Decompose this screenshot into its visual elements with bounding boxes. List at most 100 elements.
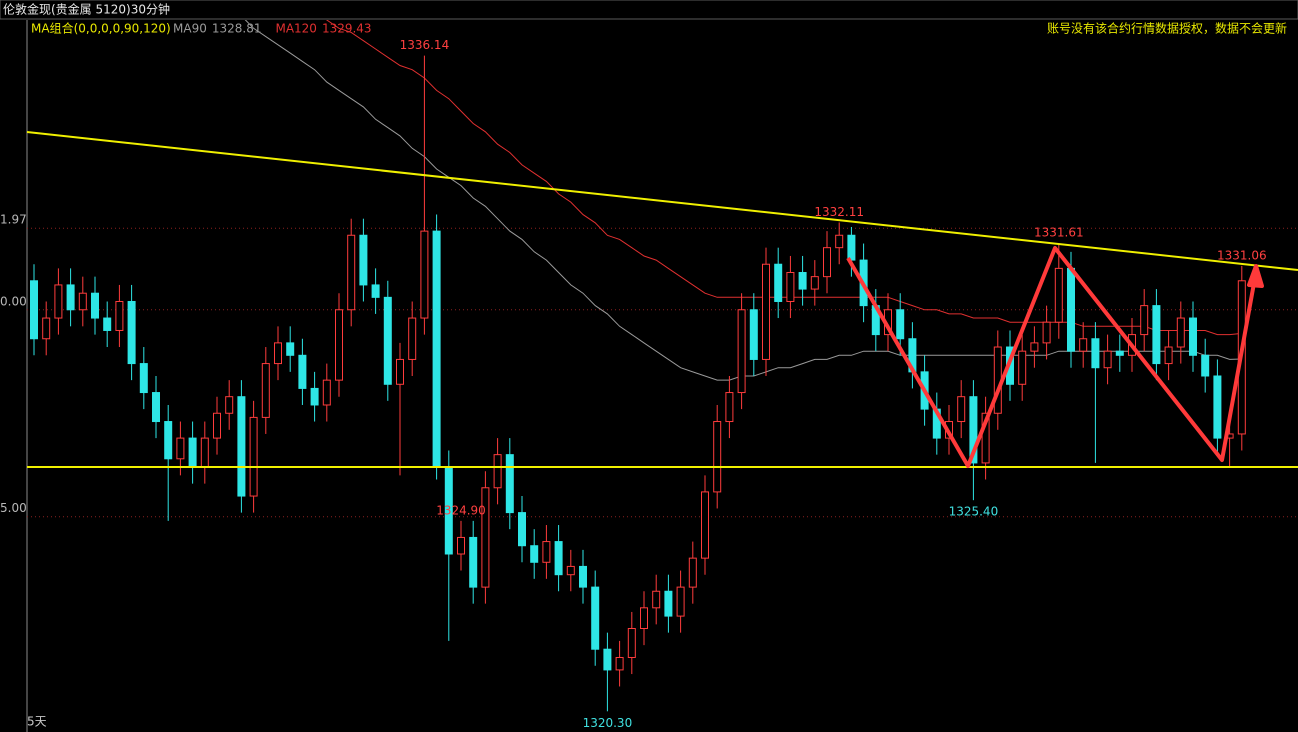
candle-body — [701, 491, 709, 559]
candle-body — [713, 421, 722, 493]
candle-body — [420, 230, 429, 319]
candle-body — [1067, 267, 1075, 352]
y-tick-label: 5.00 — [0, 501, 27, 515]
candle-body — [200, 437, 209, 468]
candle-body — [505, 454, 514, 514]
candle-body — [225, 396, 234, 414]
candle-body — [530, 545, 539, 563]
candle-body — [249, 416, 258, 497]
candle-body — [603, 648, 612, 671]
ma-line — [244, 20, 1242, 381]
wave-path — [846, 246, 1258, 468]
candle-body — [591, 586, 600, 650]
candle-body — [957, 396, 966, 423]
candle-body — [1201, 354, 1210, 377]
candle-body — [261, 363, 270, 418]
candle-body — [542, 541, 551, 563]
price-annotation: 1325.40 — [949, 505, 999, 519]
candle-body — [1115, 350, 1124, 356]
candle-body — [115, 300, 124, 331]
candle-body — [1103, 350, 1112, 369]
candle-body — [66, 284, 75, 311]
candle-body — [1042, 321, 1051, 344]
price-annotation: 1336.14 — [400, 38, 450, 52]
candle-body — [42, 317, 51, 340]
candle-body — [30, 280, 38, 340]
candle-body — [481, 487, 490, 588]
candle-body — [1213, 375, 1222, 439]
candle-body — [615, 656, 624, 671]
candle-body — [164, 421, 173, 460]
candle-body — [749, 309, 758, 360]
candle-body — [237, 396, 246, 497]
candle-body — [640, 607, 648, 630]
chart-title: 伦敦金现(贵金属 5120)30分钟 — [3, 2, 170, 17]
price-annotation: 1331.61 — [1034, 226, 1084, 240]
candle-body — [725, 392, 734, 423]
candle-body — [359, 234, 368, 286]
candle-body — [127, 300, 136, 365]
candle-body — [1018, 350, 1027, 385]
candle-body — [457, 536, 465, 555]
candle-body — [286, 342, 295, 356]
legend-value: 1328.81 — [212, 22, 262, 36]
candle-body — [335, 309, 343, 381]
price-annotation: 1332.11 — [814, 205, 864, 219]
candle-body — [432, 230, 441, 468]
legend-name: MA120 — [275, 22, 316, 36]
price-annotation: 1324.90 — [436, 503, 486, 517]
candle-body — [1030, 342, 1039, 352]
candle-body — [579, 565, 587, 588]
notice: 账号没有该合约行情数据授权，数据不会更新 — [1047, 21, 1287, 36]
candle-body — [383, 296, 392, 385]
arrow-head — [1247, 264, 1264, 288]
candle-body — [664, 590, 673, 617]
candle-body — [78, 292, 87, 311]
candle-body — [835, 234, 844, 249]
candle-body — [823, 247, 831, 278]
candle-body — [1189, 317, 1197, 356]
candle-body — [408, 317, 417, 360]
legend-value: 1329.43 — [322, 22, 372, 36]
candle-body — [1140, 305, 1149, 336]
candle-body — [176, 437, 185, 460]
candle-body — [518, 512, 526, 547]
candle-body — [91, 292, 99, 319]
candle-body — [786, 272, 795, 302]
candle-body — [139, 363, 148, 394]
candle-body — [762, 263, 770, 360]
candle-body — [213, 412, 221, 439]
candle-body — [774, 263, 783, 302]
trend-line — [26, 131, 1298, 271]
wave-arrows — [846, 246, 1264, 468]
candle-body — [1176, 317, 1185, 348]
candle-body — [737, 309, 746, 394]
candle-body — [981, 412, 990, 464]
candle-body — [152, 392, 160, 423]
candle-body — [1152, 305, 1161, 365]
candle-body — [969, 396, 978, 464]
candle-body — [652, 590, 661, 609]
candle-body — [554, 541, 563, 576]
title-bar — [0, 0, 1298, 20]
candle-body — [1091, 338, 1100, 369]
ma-label: MA组合(0,0,0,0,90,120) — [31, 21, 171, 36]
candle-body — [469, 536, 478, 588]
y-tick-label: 1.97 — [0, 213, 27, 227]
price-annotation: 1331.06 — [1217, 248, 1267, 262]
candle-body — [347, 234, 356, 311]
candle-body — [896, 309, 905, 340]
legend-name: MA90 — [173, 22, 207, 36]
candle-body — [54, 284, 63, 319]
candle-body — [847, 234, 856, 261]
candle-body — [298, 354, 307, 389]
candle-body — [676, 586, 685, 617]
ma-line — [325, 20, 1242, 336]
candle-body — [188, 437, 197, 468]
candle-body — [1079, 338, 1088, 352]
candle-body — [566, 565, 575, 576]
candle-body — [627, 628, 636, 658]
